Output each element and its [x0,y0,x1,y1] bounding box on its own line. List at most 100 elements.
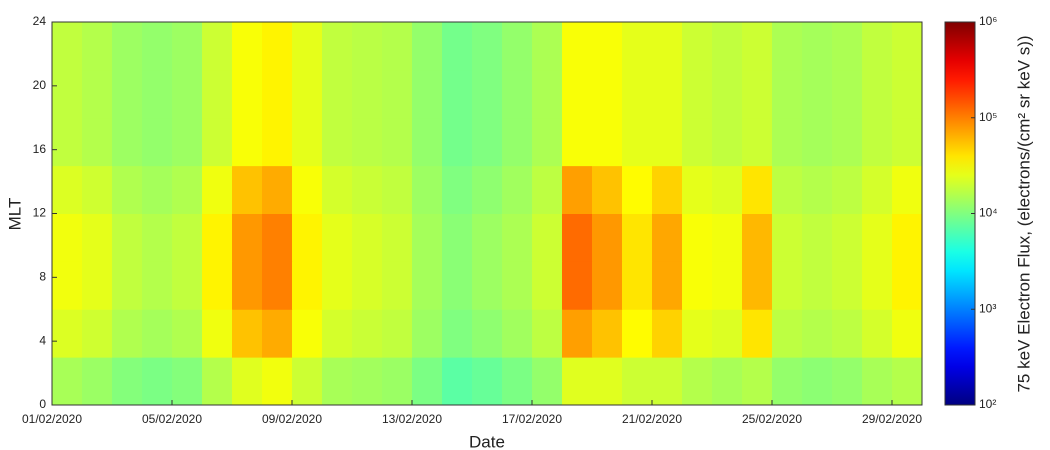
heatmap-cell [172,261,203,310]
y-axis-label: MLT [5,198,24,231]
heatmap-cell [622,357,653,406]
heatmap-cell [202,69,233,119]
heatmap-cell [532,261,563,310]
x-tick-label: 13/02/2020 [382,412,442,426]
heatmap-cell [472,69,503,119]
heatmap-cell [322,22,353,71]
heatmap-cell [862,357,893,406]
heatmap-cell [502,22,533,71]
y-tick-label: 0 [39,397,46,411]
heatmap-cell [52,261,83,310]
heatmap-cell [412,357,443,406]
heatmap-cell [52,213,83,262]
heatmap-cell [532,69,563,119]
heatmap-cell [52,69,83,119]
heatmap-cell [82,165,113,214]
y-tick-label: 24 [33,14,47,28]
heatmap-cell [142,213,173,262]
colorbar-tick-label: 10⁴ [979,206,998,220]
heatmap-cell [862,69,893,119]
heatmap-cell [232,165,263,214]
heatmap-cell [142,309,173,358]
heatmap-cell [52,357,83,406]
heatmap-cell [502,357,533,406]
heatmap-cell [262,117,293,167]
heatmap-cell [202,309,233,358]
heatmap-cell [502,261,533,310]
y-tick-label: 4 [39,333,46,347]
heatmap-cell [532,309,563,358]
heatmap-cell [172,22,203,71]
heatmap-cell [712,22,743,71]
heatmap-cell [142,22,173,71]
heatmap-cell [562,117,593,167]
heatmap-cell [502,213,533,262]
heatmap-cell [292,309,323,358]
heatmap-cell [622,69,653,119]
heatmap-cell [382,117,413,167]
heatmap-cell [202,261,233,310]
heatmap-cell [412,117,443,167]
heatmap-cell [592,117,623,167]
heatmap-cell [712,261,743,310]
heatmap-cell [592,357,623,406]
heatmap-cell [322,261,353,310]
heatmap-cell [712,117,743,167]
heatmap-cell [742,213,773,262]
heatmap-cell [562,261,593,310]
y-tick-label: 16 [33,142,47,156]
heatmap-cell [352,117,383,167]
heatmap-cell [82,309,113,358]
heatmap-cell [322,357,353,406]
heatmap-cell [772,309,803,358]
heatmap-cell [262,69,293,119]
heatmap-cell [682,213,713,262]
heatmap-cell [832,165,863,214]
heatmap-cell [682,261,713,310]
x-tick-label: 05/02/2020 [142,412,202,426]
heatmap-cell [112,22,143,71]
heatmap-cell [682,357,713,406]
heatmap-cell [352,261,383,310]
heatmap-cell [472,22,503,71]
colorbar-tick-label: 10⁶ [979,14,997,28]
heatmap-cell [682,309,713,358]
y-tick-label: 20 [33,78,47,92]
heatmap-cell [112,165,143,214]
x-tick-label: 25/02/2020 [742,412,802,426]
heatmap-cell [412,309,443,358]
heatmap-cell [622,309,653,358]
heatmap-cell [202,357,233,406]
heatmap-cell [832,309,863,358]
heatmap-cell [82,357,113,406]
heatmap-cell [832,261,863,310]
heatmap-cell [592,213,623,262]
heatmap-cell [562,165,593,214]
heatmap-cell [712,357,743,406]
heatmap-cell [82,117,113,167]
heatmap-cell [652,165,683,214]
heatmap-cell [562,357,593,406]
heatmap-cell [712,165,743,214]
heatmap-cell [862,213,893,262]
heatmap-cell [232,69,263,119]
heatmap-cell [232,117,263,167]
heatmap-cell [892,165,923,214]
heatmap-cell [112,357,143,406]
heatmap-cell [502,165,533,214]
heatmap-cell [322,165,353,214]
heatmap-cell [652,261,683,310]
heatmap-cell [322,117,353,167]
heatmap-cell [352,213,383,262]
heatmap-cell [892,69,923,119]
heatmap-cell [712,213,743,262]
heatmap-cell [172,117,203,167]
heatmap-cell [892,261,923,310]
heatmap-cell [232,357,263,406]
heatmap-cell [52,165,83,214]
heatmap-cell [262,213,293,262]
heatmap-cell [322,309,353,358]
heatmap-cell [682,22,713,71]
heatmap-cell [622,165,653,214]
heatmap-cell [472,117,503,167]
